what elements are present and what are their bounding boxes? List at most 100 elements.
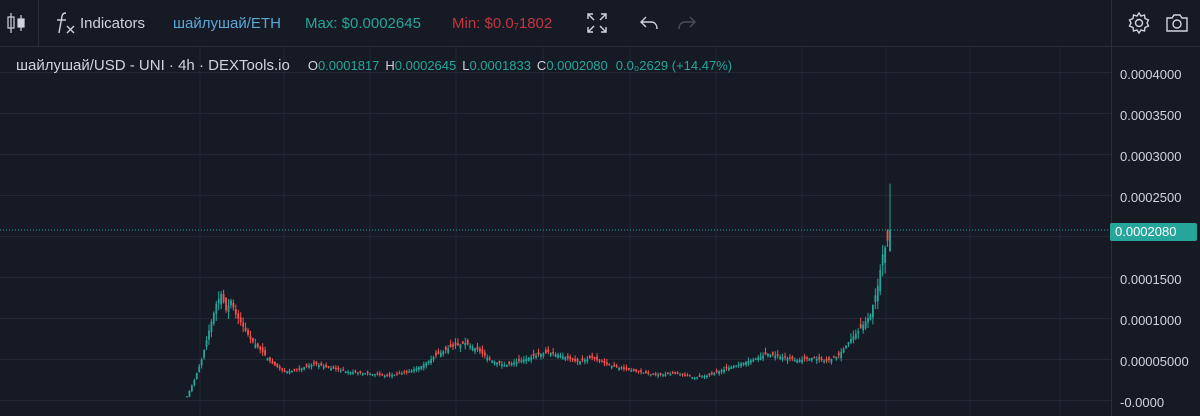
candle-body (681, 373, 684, 375)
candle-body (547, 349, 550, 353)
candle-body (632, 369, 635, 371)
candle-body (369, 373, 371, 375)
candle-body (215, 303, 218, 314)
candle-body (471, 347, 474, 351)
candle-body (435, 352, 437, 356)
candle-body (493, 361, 496, 364)
candle-body (371, 374, 374, 376)
candle-body (684, 374, 686, 376)
camera-icon[interactable] (1164, 10, 1190, 36)
candle-body (706, 375, 708, 377)
candle-body (715, 370, 718, 373)
indicators-button[interactable]: Indicators (80, 14, 146, 32)
candle-body (234, 309, 237, 315)
legend-open-value: 0.0001817 (317, 57, 380, 73)
candle-body (769, 354, 772, 358)
candle-body (481, 349, 484, 354)
candle-body (571, 358, 574, 361)
undo-icon[interactable] (636, 10, 662, 36)
candle-body (203, 349, 205, 358)
candle-body (696, 377, 699, 379)
legend-change-value: 0.0₀2629 (+14.47%) (615, 57, 733, 73)
candle-body (886, 231, 889, 241)
candle-body (610, 365, 613, 368)
candle-body (193, 380, 196, 386)
candle-body (242, 322, 245, 327)
legend-low-key: L (462, 57, 470, 73)
candle-body (767, 353, 769, 357)
candle-body (850, 339, 852, 343)
legend-open-key: O (307, 57, 318, 73)
candlestick-icon[interactable] (3, 10, 29, 36)
candle-body (591, 355, 594, 358)
candle-body (237, 313, 240, 319)
candle-body (291, 370, 293, 373)
candle-body (396, 373, 398, 375)
candle-body (801, 359, 804, 363)
candle-body (356, 372, 359, 374)
y-tick-label: -0.0000 (1120, 395, 1165, 410)
candle-body (417, 367, 420, 370)
candle-body (691, 377, 694, 379)
candle-body (569, 356, 572, 360)
candle-body (579, 361, 581, 365)
candle-body (264, 350, 267, 356)
candle-body (735, 365, 738, 367)
candle-body (347, 371, 350, 373)
candle-body (727, 367, 730, 371)
candle-body (596, 356, 598, 361)
candle-body (269, 357, 271, 361)
legend-high-key: H (385, 57, 395, 73)
candle-body (586, 359, 589, 362)
candle-body (527, 357, 530, 362)
candle-body (498, 360, 501, 364)
legend-close-value: 0.0002080 (546, 57, 608, 73)
candle-body (308, 365, 310, 368)
candle-body (317, 364, 320, 368)
candle-body (273, 361, 276, 366)
candle-body (566, 355, 569, 359)
candle-body (349, 372, 352, 374)
candle-body (740, 363, 743, 367)
candle-body (605, 362, 608, 365)
candle-body (295, 368, 298, 370)
candle-body (549, 352, 552, 356)
candle-body (305, 364, 308, 367)
candle-body (674, 371, 677, 374)
fx-icon[interactable] (52, 10, 78, 36)
candle-body (601, 360, 603, 363)
fullscreen-icon[interactable] (584, 10, 610, 36)
candle-body (430, 358, 432, 364)
candle-body (710, 372, 713, 375)
candle-body (623, 367, 625, 369)
candle-body (554, 354, 557, 357)
candle-body (386, 374, 389, 376)
pair-selector[interactable]: шайлушай/ETH (173, 14, 281, 32)
candle-body (286, 371, 288, 373)
candle-body (217, 298, 220, 304)
chart-legend: шайлушай/USD - UNI · 4h · DEXTools.io O … (16, 55, 732, 75)
candle-body (784, 356, 786, 358)
candle-body (562, 356, 564, 359)
candle-body (747, 361, 750, 364)
candle-body (759, 356, 762, 361)
candle-body (879, 270, 882, 292)
redo-icon[interactable] (674, 10, 700, 36)
candle-body (461, 341, 464, 344)
candle-body (581, 358, 584, 361)
candle-body (781, 357, 784, 360)
candle-body (752, 359, 755, 362)
candle-body (603, 360, 606, 364)
gear-icon[interactable] (1126, 10, 1152, 36)
candle-body (383, 375, 386, 378)
candle-body (256, 343, 259, 347)
candle-body (376, 373, 379, 375)
candle-body (503, 365, 506, 367)
candle-body (388, 373, 391, 376)
candle-body (537, 352, 540, 355)
candle-body (618, 367, 620, 370)
candle-body (627, 368, 630, 370)
candle-body (688, 375, 691, 377)
candle-body (737, 364, 740, 366)
